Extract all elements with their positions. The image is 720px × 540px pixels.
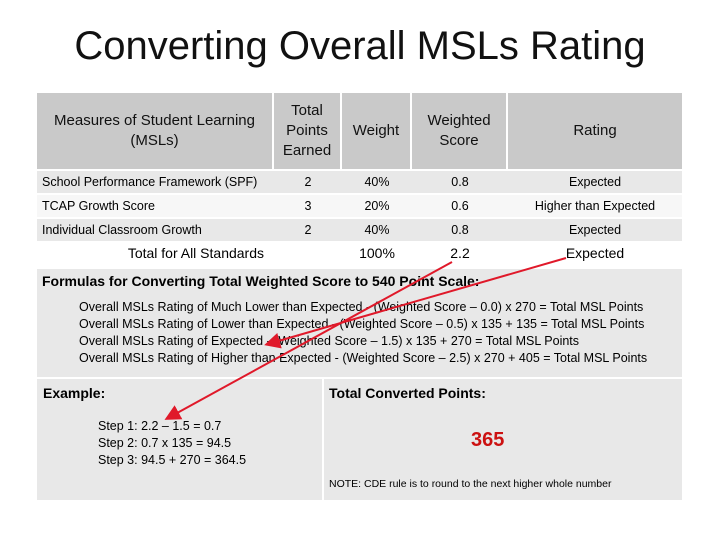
formula-line: Overall MSLs Rating of Higher than Expec… xyxy=(79,351,648,365)
bottom-panels: Example: Step 1: 2.2 – 1.5 = 0.7 Step 2:… xyxy=(37,379,682,500)
header-weight: Weight xyxy=(342,93,412,169)
header-measure: Measures of Student Learning (MSLs) xyxy=(37,93,274,169)
formula-line: Overall MSLs Rating of Much Lower than E… xyxy=(79,300,644,314)
converted-value: 365 xyxy=(471,429,505,451)
header-weighted-score: Weighted Score xyxy=(412,93,508,169)
converted-panel: Total Converted Points: 365 NOTE: CDE ru… xyxy=(324,379,682,500)
cell-weight: 20% xyxy=(364,199,390,213)
cell-measure: TCAP Growth Score xyxy=(42,199,156,213)
msl-table: Measures of Student Learning (MSLs) Tota… xyxy=(37,93,682,265)
example-label: Example: xyxy=(43,385,106,401)
total-weight: 100% xyxy=(359,245,395,261)
example-step: Step 3: 94.5 + 270 = 364.5 xyxy=(98,453,247,467)
table-row: TCAP Growth Score 3 20% 0.6 Higher than … xyxy=(37,193,682,217)
cell-points: 2 xyxy=(304,223,312,237)
formulas-panel: Formulas for Converting Total Weighted S… xyxy=(37,269,682,377)
total-rating: Expected xyxy=(565,245,625,261)
cell-rating: Expected xyxy=(568,223,622,237)
converted-label: Total Converted Points: xyxy=(329,385,486,401)
formula-line: Overall MSLs Rating of Lower than Expect… xyxy=(79,317,645,331)
cell-measure: Individual Classroom Growth xyxy=(42,223,202,237)
page-title: Converting Overall MSLs Rating xyxy=(74,24,646,68)
cell-points: 3 xyxy=(304,199,312,213)
formula-line: Overall MSLs Rating of Expected - (Weigh… xyxy=(79,334,580,348)
header-points: Total Points Earned xyxy=(274,93,342,169)
cell-weighted: 0.8 xyxy=(451,223,469,237)
total-points xyxy=(274,241,342,265)
total-row: Total for All Standards 100% 2.2 Expecte… xyxy=(37,241,682,265)
table-row: Individual Classroom Growth 2 40% 0.8 Ex… xyxy=(37,217,682,241)
cell-weighted: 0.8 xyxy=(451,175,469,189)
rounding-note: NOTE: CDE rule is to round to the next h… xyxy=(329,478,612,490)
cell-rating: Higher than Expected xyxy=(534,199,656,213)
cell-rating: Expected xyxy=(568,175,622,189)
table-row: School Performance Framework (SPF) 2 40%… xyxy=(37,169,682,193)
formulas-heading: Formulas for Converting Total Weighted S… xyxy=(42,273,480,289)
total-weighted: 2.2 xyxy=(450,245,470,261)
example-step: Step 1: 2.2 – 1.5 = 0.7 xyxy=(98,419,222,433)
cell-points: 2 xyxy=(304,175,312,189)
cell-weighted: 0.6 xyxy=(451,199,469,213)
cell-weight: 40% xyxy=(364,223,390,237)
example-panel: Example: Step 1: 2.2 – 1.5 = 0.7 Step 2:… xyxy=(37,379,322,500)
example-step: Step 2: 0.7 x 135 = 94.5 xyxy=(98,436,232,450)
cell-weight: 40% xyxy=(364,175,390,189)
total-label: Total for All Standards xyxy=(127,245,264,261)
cell-measure: School Performance Framework (SPF) xyxy=(42,175,258,189)
table-header-row: Measures of Student Learning (MSLs) Tota… xyxy=(37,93,682,169)
header-rating: Rating xyxy=(573,122,617,139)
